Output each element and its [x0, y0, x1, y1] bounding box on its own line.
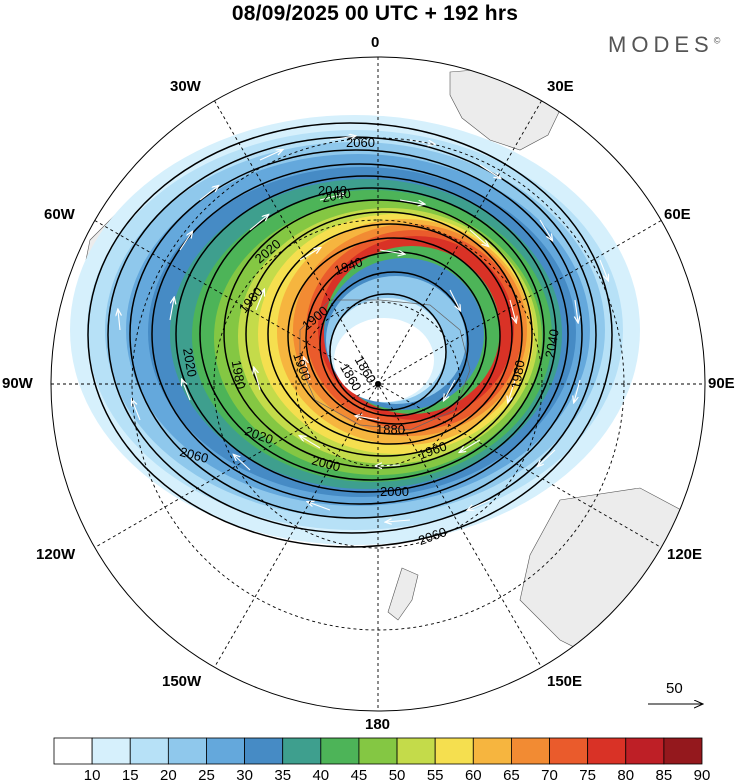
- map-border: [50, 56, 706, 712]
- colorbar-swatch: [167, 737, 207, 765]
- contour-label: 1980: [229, 359, 249, 390]
- lon-label-180: 180: [365, 716, 391, 733]
- lon-label-120e: 120E: [667, 546, 703, 563]
- colorbar-tick-label: 35: [274, 767, 291, 782]
- colorbar-tick-label: 15: [122, 767, 139, 782]
- colorbar-tick-label: 45: [351, 767, 368, 782]
- colorbar-swatch: [396, 737, 436, 765]
- contour-label: 2000: [310, 453, 342, 475]
- colorbar-tick-label: 70: [541, 767, 558, 782]
- lon-label-120w: 120W: [36, 546, 76, 563]
- colorbar-tick-label: 20: [160, 767, 177, 782]
- colorbar-swatch: [53, 737, 93, 765]
- contour-label: 1880: [376, 422, 405, 437]
- lon-label-60e: 60E: [664, 206, 691, 223]
- contour-label: 2040: [318, 183, 347, 198]
- colorbar-tick-label: 40: [312, 767, 329, 782]
- colorbar-tick-label: 50: [389, 767, 406, 782]
- lon-label-30e: 30E: [547, 78, 574, 95]
- colorbar-tick-label: 90: [694, 767, 711, 782]
- south-pole-marker: [375, 381, 381, 387]
- map-title: 08/09/2025 00 UTC + 192 hrs: [231, 2, 519, 25]
- colorbar-swatch: [472, 737, 512, 765]
- colorbar-swatch: [549, 737, 589, 765]
- lon-label-90w: 90W: [2, 375, 33, 392]
- colorbar-swatch: [129, 737, 169, 765]
- contour-label: 2060: [346, 135, 375, 150]
- lon-label-30w: 30W: [170, 78, 201, 95]
- brand-name: MODES: [608, 32, 714, 57]
- colorbar-swatch: [663, 737, 703, 765]
- brand-logo: MODES©: [608, 32, 720, 58]
- colorbar-swatch: [320, 737, 360, 765]
- colorbar-swatch: [587, 737, 627, 765]
- contour-label-group: 2060 2040 2020 1980 1940 1900 1860 1880 …: [178, 135, 562, 548]
- colorbar-tick-label: 55: [427, 767, 444, 782]
- lon-label-60w: 60W: [44, 206, 75, 223]
- colorbar-tick-label: 65: [503, 767, 520, 782]
- contour-label: 2020: [180, 347, 200, 378]
- colorbar-swatch: [206, 737, 245, 765]
- colorbar-swatch: [91, 737, 131, 765]
- colorbar: 10 15 20 25 30 35 40 45 50 55 60 65 70 75 80 85 90: [53, 737, 711, 782]
- contour-label: 2000: [380, 484, 409, 499]
- lon-label-150w: 150W: [162, 673, 202, 690]
- colorbar-swatch: [282, 737, 322, 765]
- colorbar-tick-label: 80: [617, 767, 634, 782]
- colorbar-swatch: [244, 737, 284, 765]
- colorbar-tick-label: 25: [198, 767, 215, 782]
- colorbar-tick-label: 60: [465, 767, 482, 782]
- colorbar-tick-label: 30: [236, 767, 253, 782]
- brand-copyright: ©: [713, 35, 721, 46]
- colorbar-swatch: [434, 737, 474, 765]
- new-zealand-land: [387, 567, 419, 621]
- colorbar-swatch: [625, 737, 665, 765]
- colorbar-tick-label: 75: [579, 767, 596, 782]
- colorbar-tick-label: 10: [84, 767, 101, 782]
- contour-label: 2040: [321, 186, 352, 206]
- contour-label: 2040: [542, 328, 562, 359]
- colorbar-swatch: [511, 737, 550, 765]
- reference-vector-label: 50: [666, 680, 683, 697]
- contour-label: 1980: [508, 359, 528, 390]
- antarctica-coast: [299, 299, 471, 431]
- contour-label: 2060: [178, 444, 210, 466]
- lon-label-90e: 90E: [708, 375, 735, 392]
- colorbar-swatch: [358, 737, 398, 765]
- colorbar-tick-label: 85: [656, 767, 673, 782]
- lon-label-150e: 150E: [547, 673, 583, 690]
- lon-label-0: 0: [371, 34, 380, 51]
